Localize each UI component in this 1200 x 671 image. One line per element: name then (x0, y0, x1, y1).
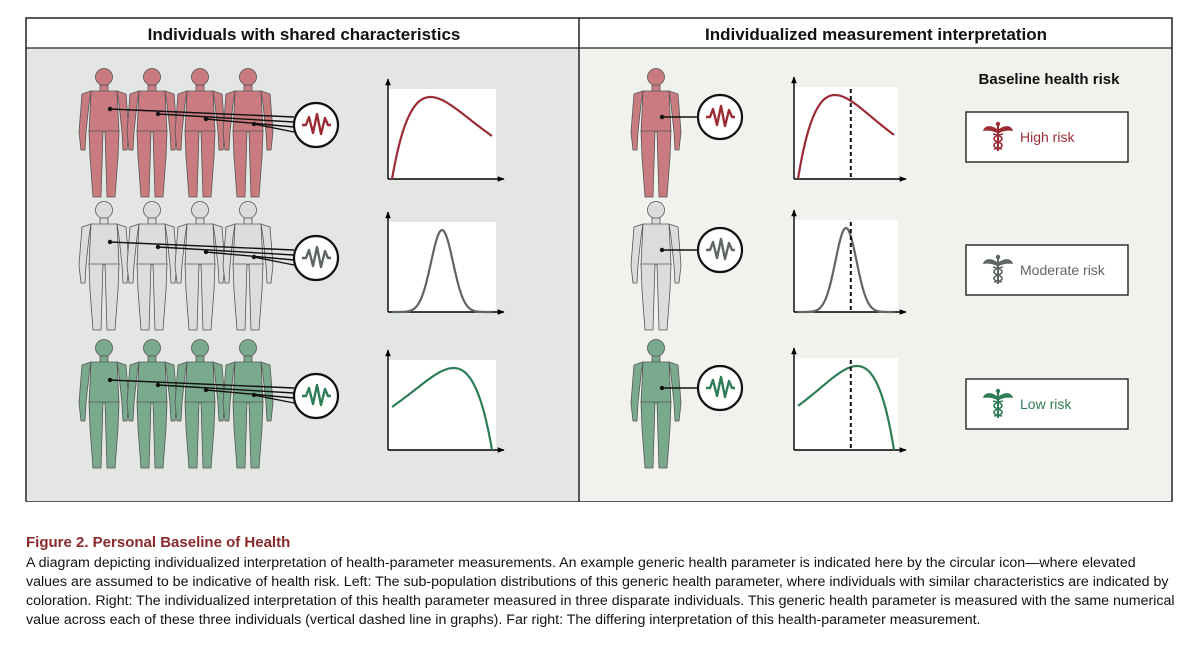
waveform-line (302, 112, 331, 136)
figure-caption: Figure 2. Personal Baseline of Health A … (26, 534, 1176, 630)
connector-line (253, 394, 295, 404)
risk-label: High risk (1020, 129, 1075, 145)
risk-box (965, 378, 1129, 430)
connector-line (157, 384, 295, 394)
waveform-line (706, 104, 735, 128)
graph-background (794, 220, 898, 312)
graph-background (794, 87, 898, 179)
connector-line (157, 246, 295, 256)
distribution-curve (798, 226, 894, 314)
connector-line (205, 251, 295, 261)
distribution-curve (797, 364, 896, 451)
left-individuals-group (78, 201, 295, 331)
pulse-waveform-icon (696, 226, 744, 274)
left-panel-title: Individuals with shared characteristics (148, 25, 461, 44)
risk-label: Low risk (1020, 396, 1072, 412)
graph-background (794, 358, 898, 450)
waveform-line (302, 383, 331, 407)
connector-line (205, 118, 295, 128)
connector-line (253, 123, 295, 133)
connector-line (109, 108, 295, 118)
distribution-curve (390, 95, 493, 180)
pulse-waveform-icon (696, 93, 744, 141)
left-individuals-group (78, 68, 295, 198)
graph-background (388, 222, 496, 312)
waveform-line (706, 375, 735, 399)
distribution-curve (796, 93, 895, 180)
risk-box (965, 111, 1129, 163)
caption-title: Figure 2. Personal Baseline of Health (26, 534, 291, 551)
risk-label: Moderate risk (1020, 262, 1106, 278)
connector-line (205, 389, 295, 399)
right-panel-title: Individualized measurement interpretatio… (705, 25, 1047, 44)
pulse-waveform-icon (292, 372, 340, 420)
graph-background (388, 360, 496, 450)
waveform-line (302, 245, 331, 269)
connector-line (109, 241, 295, 251)
connector-line (253, 256, 295, 266)
waveform-line (706, 237, 735, 261)
distribution-curve (392, 228, 492, 314)
figure-2-diagram: Individuals with shared characteristics … (25, 17, 1173, 502)
caption-body: A diagram depicting individualized inter… (26, 555, 1175, 628)
left-individuals-group (78, 339, 295, 469)
graph-background (388, 89, 496, 179)
distribution-curve (391, 366, 494, 451)
connector-line (109, 379, 295, 389)
pulse-waveform-icon (696, 364, 744, 412)
pulse-waveform-icon (292, 234, 340, 282)
risk-header: Baseline health risk (979, 71, 1121, 88)
risk-box (965, 244, 1129, 296)
pulse-waveform-icon (292, 101, 340, 149)
connector-line (157, 113, 295, 123)
